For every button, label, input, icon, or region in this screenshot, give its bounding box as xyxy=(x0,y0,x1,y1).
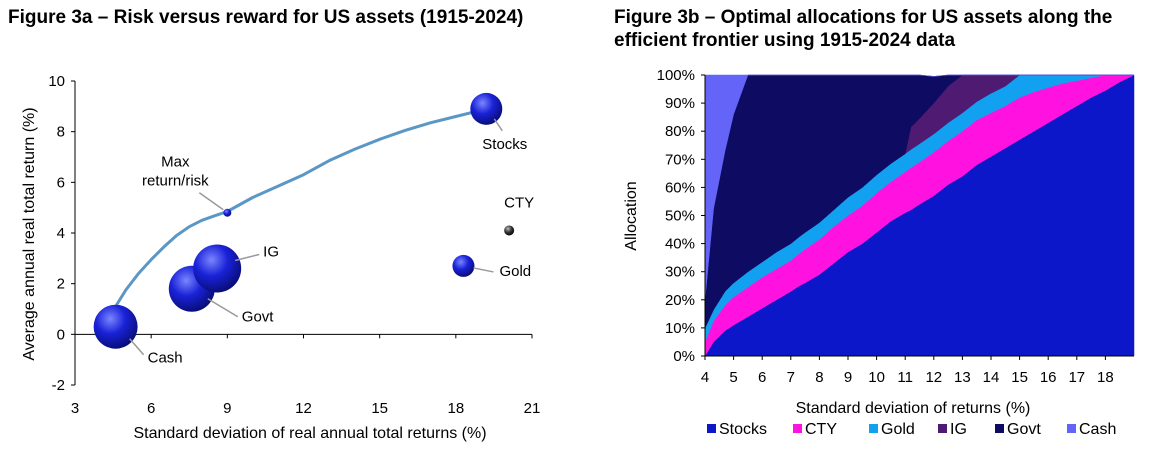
legend-swatch-stocks xyxy=(707,424,716,433)
legend-swatch-gold xyxy=(869,424,878,433)
y-tick-label: 60% xyxy=(665,179,695,196)
leader-line xyxy=(493,118,503,132)
x-tick-label: 6 xyxy=(758,369,766,386)
y-tick-label: 70% xyxy=(665,151,695,168)
x-tick-label: 7 xyxy=(787,369,795,386)
y-tick-label: 50% xyxy=(665,208,695,225)
leader-line xyxy=(234,253,260,262)
x-tick-label: 9 xyxy=(223,400,231,417)
x-tick-label: 4 xyxy=(701,369,709,386)
y-tick-label: -2 xyxy=(52,377,65,394)
label-stocks: Stocks xyxy=(482,136,527,153)
leader-line xyxy=(129,338,145,356)
x-axis-title: Standard deviation of returns (%) xyxy=(796,400,1031,417)
figure-3b-title: Figure 3b – Optimal allocations for US a… xyxy=(614,7,1113,51)
x-tick-label: 6 xyxy=(147,400,155,417)
x-tick-label: 21 xyxy=(524,400,541,417)
x-tick-label: 17 xyxy=(1068,369,1085,386)
x-tick-label: 14 xyxy=(983,369,1000,386)
y-tick-label: 100% xyxy=(657,67,695,84)
x-tick-label: 15 xyxy=(371,400,388,417)
y-tick-label: 20% xyxy=(665,292,695,309)
risk-reward-scatter-chart: -2 0 2 4 6 8 10 3 6 9 12 15 18 21 Stocks CTY Gold IG Govt… xyxy=(21,73,541,442)
x-tick-label: 10 xyxy=(868,369,885,386)
legend-label-gold: Gold xyxy=(881,421,915,438)
x-tick-label: 18 xyxy=(1097,369,1114,386)
x-tick-label: 15 xyxy=(1011,369,1028,386)
point-cty xyxy=(504,225,515,236)
label-cty: CTY xyxy=(504,194,534,211)
y-tick-label: 0 xyxy=(57,326,65,343)
y-tick-label: 10% xyxy=(665,320,695,337)
x-tick-label: 8 xyxy=(815,369,823,386)
y-axis-title: Average annual real total return (%) xyxy=(21,107,38,360)
y-axis-title: Allocation xyxy=(623,181,640,250)
legend-label-ig: IG xyxy=(950,421,967,438)
y-tick-label: 80% xyxy=(665,123,695,140)
point-ig xyxy=(193,244,242,293)
point-stocks xyxy=(470,92,503,125)
y-tick-label: 0% xyxy=(673,348,695,365)
x-tick-label: 5 xyxy=(729,369,737,386)
x-tick-label: 11 xyxy=(897,369,913,386)
y-tick-label: 30% xyxy=(665,264,695,281)
y-tick-label: 90% xyxy=(665,95,695,112)
figure-3a-title: Figure 3a – Risk versus reward for US as… xyxy=(8,7,524,28)
x-tick-label: 13 xyxy=(954,369,971,386)
label-govt: Govt xyxy=(242,309,275,326)
legend-label-stocks: Stocks xyxy=(719,421,767,438)
legend-swatch-cash xyxy=(1067,424,1076,433)
max-return-risk-point xyxy=(223,208,232,217)
x-axis-title: Standard deviation of real annual total … xyxy=(133,425,486,442)
x-tick-label: 12 xyxy=(925,369,942,386)
y-tick-label: 4 xyxy=(57,225,65,242)
legend-swatch-govt xyxy=(995,424,1004,433)
x-tick-label: 9 xyxy=(844,369,852,386)
leader-line xyxy=(207,298,239,318)
y-tick-label: 6 xyxy=(57,174,65,191)
y-tick-label: 8 xyxy=(57,124,65,141)
efficient-frontier-line xyxy=(114,107,487,308)
x-tick-label: 18 xyxy=(447,400,464,417)
legend-label-cash: Cash xyxy=(1079,421,1116,438)
legend-swatch-cty xyxy=(793,424,802,433)
x-tick-label: 3 xyxy=(71,400,79,417)
point-cash xyxy=(93,304,138,349)
label-max-return-risk-line2: return/risk xyxy=(142,173,209,190)
legend-label-cty: CTY xyxy=(805,421,837,438)
label-cash: Cash xyxy=(148,350,183,367)
y-tick-label: 10 xyxy=(48,73,65,90)
y-tick-label: 40% xyxy=(665,236,695,253)
legend-swatch-ig xyxy=(938,424,947,433)
label-gold: Gold xyxy=(499,263,531,280)
leader-line xyxy=(473,267,494,273)
point-gold xyxy=(452,254,475,277)
leader-line xyxy=(198,192,224,211)
x-tick-label: 12 xyxy=(295,400,312,417)
y-tick-label: 2 xyxy=(57,276,65,293)
x-tick-label: 16 xyxy=(1040,369,1057,386)
area-cash xyxy=(704,74,1134,300)
legend-label-govt: Govt xyxy=(1007,421,1041,438)
label-ig: IG xyxy=(263,243,279,260)
label-max-return-risk-line1: Max xyxy=(161,154,190,171)
